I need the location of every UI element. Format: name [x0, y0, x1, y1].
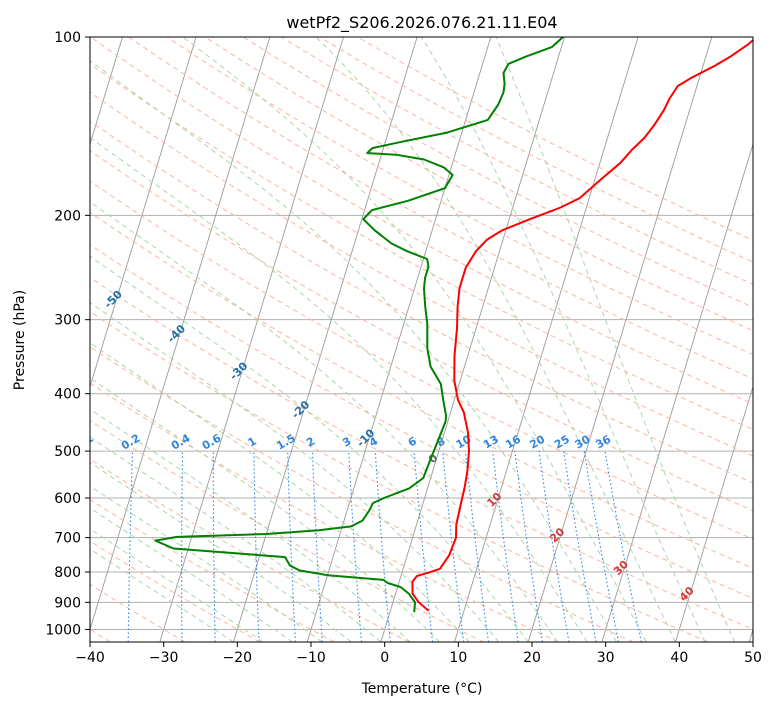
moist-adiabat-line — [90, 507, 293, 642]
moist-adiabat-line — [90, 408, 411, 642]
mixing-ratio-line — [464, 451, 490, 642]
isotherm-line — [380, 37, 565, 642]
isotherm-line — [675, 385, 753, 642]
y-tick-label: 100 — [54, 30, 81, 46]
x-tick-label: 0 — [380, 650, 389, 666]
moist-adiabat-line — [420, 37, 706, 642]
y-tick-label: 300 — [54, 313, 81, 329]
x-tick-label: −40 — [75, 650, 105, 666]
moist-adiabat-line — [90, 528, 264, 642]
x-axis-label: Temperature (°C) — [361, 681, 483, 697]
moist-adiabat-line — [90, 436, 382, 642]
moist-adiabat-line — [315, 37, 676, 642]
x-tick-label: 50 — [744, 650, 762, 666]
moist-adiabat-line — [90, 342, 470, 642]
x-tick-label: −30 — [149, 650, 179, 666]
y-tick-label: 500 — [54, 444, 81, 460]
moist-adiabat-line — [90, 255, 529, 642]
isotherm-line — [233, 37, 418, 642]
y-tick-label: 600 — [54, 491, 81, 507]
dry-adiabat-line — [90, 211, 753, 569]
mixing-ratio-line — [604, 451, 642, 642]
moist-adiabat-line — [90, 59, 618, 642]
x-tick-label: 10 — [449, 650, 467, 666]
y-tick-label: 200 — [54, 208, 81, 224]
plot-frame — [89, 36, 754, 643]
dry-adiabat-line — [90, 583, 186, 642]
mixing-ratio-line — [413, 451, 434, 642]
dry-adiabat-line — [242, 37, 753, 308]
moist-adiabat-line — [90, 461, 352, 642]
dry-adiabat-line — [90, 150, 753, 512]
mixing-ratio-line — [374, 451, 391, 642]
x-tick-label: 30 — [597, 650, 615, 666]
mixing-ratio-line — [442, 451, 465, 642]
moist-adiabat-line — [90, 301, 500, 642]
mixing-ratio-line — [583, 451, 620, 642]
isotherm-line — [527, 37, 713, 642]
dry-adiabat-line — [281, 37, 753, 285]
x-tick-label: −20 — [223, 650, 253, 666]
dry-adiabat-line — [90, 277, 753, 630]
isotherm-line — [90, 37, 197, 389]
mixing-ratio-line — [492, 451, 519, 642]
dewpoint-profile-line — [154, 37, 564, 613]
moist-adiabat-line — [495, 37, 735, 642]
y-axis-label: Pressure (hPa) — [12, 290, 28, 390]
isotherm-line — [90, 37, 123, 146]
moist-adiabat-line — [90, 485, 323, 642]
dry-adiabat-line — [166, 37, 753, 356]
y-tick-label: 700 — [54, 531, 81, 547]
plot-area: 0.10.20.40.611.52346810131620253036-100-… — [72, 37, 753, 642]
mixing-ratio-label: 0.1 — [72, 432, 95, 453]
x-tick-label: 20 — [523, 650, 541, 666]
dry-adiabat-line — [90, 346, 634, 642]
isotherm-line — [90, 37, 271, 632]
dry-adiabat-line — [90, 382, 559, 642]
chart-title: wetPf2_S206.2026.076.21.11.E04 — [286, 13, 557, 33]
dry-adiabat-line — [90, 420, 485, 642]
dry-adiabat-line — [90, 243, 753, 600]
y-tick-label: 800 — [54, 565, 81, 581]
mixing-ratio-line — [514, 451, 544, 642]
y-tick-label: 1000 — [45, 622, 81, 638]
isotherm-line — [454, 37, 639, 642]
moist-adiabat-line — [182, 37, 647, 642]
isotherm-line — [601, 142, 753, 642]
dry-adiabat-line — [90, 540, 260, 642]
y-tick-label: 900 — [54, 595, 81, 611]
moist-adiabat-line — [90, 377, 441, 642]
axes: −40 −30 −20 −10 0 10 20 30 40 50 100 200 300 400 500 60… — [45, 30, 762, 666]
dry-adiabat-line — [90, 311, 709, 642]
isotherm-line — [159, 37, 344, 642]
temperature-profile-line — [411, 38, 753, 612]
dry-adiabat-line — [90, 37, 753, 405]
y-tick-label: 400 — [54, 387, 81, 403]
x-tick-label: 40 — [670, 650, 688, 666]
x-tick-label: −10 — [296, 650, 326, 666]
moist-adiabat-line — [90, 136, 588, 642]
dry-adiabat-line — [90, 91, 753, 457]
